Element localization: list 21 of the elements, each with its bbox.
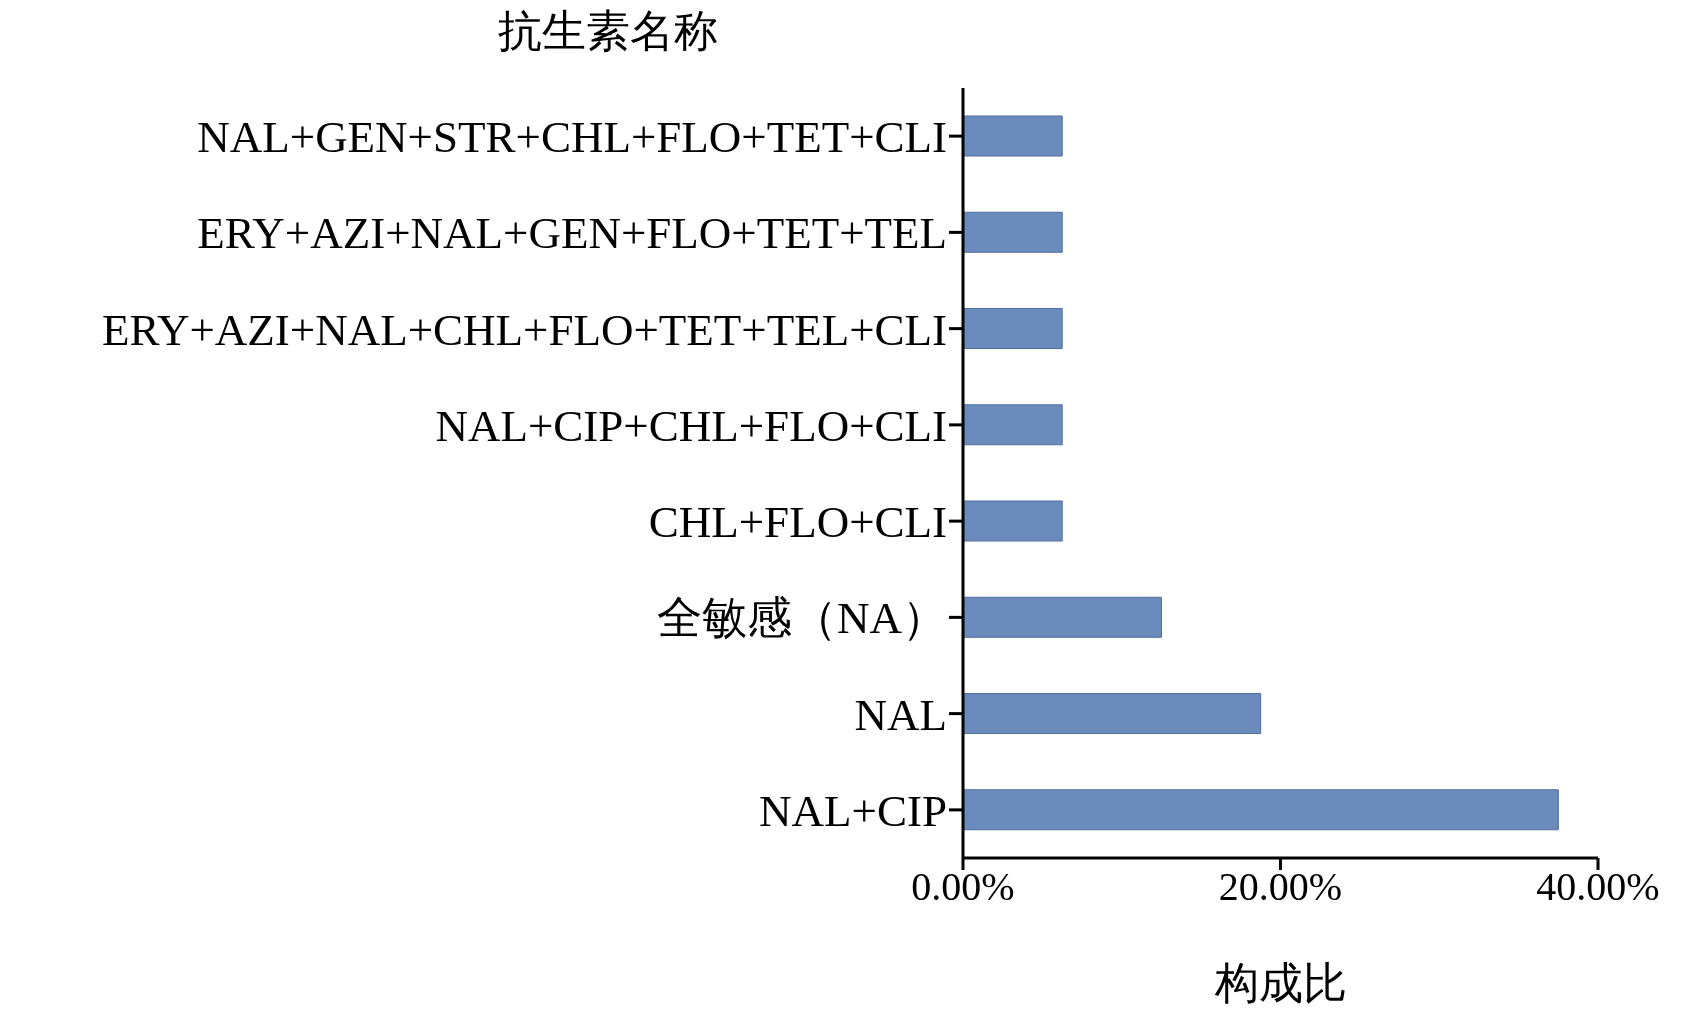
y-tick-label: NAL+CIP [759, 785, 947, 836]
x-axis-title: 构成比 [1213, 959, 1347, 1008]
bar [963, 211, 1063, 253]
y-tick-label: CHL+FLO+CLI [648, 497, 947, 548]
x-tick-label: 20.00% [1218, 864, 1343, 910]
y-axis-title: 抗生素名称 [498, 6, 718, 58]
y-tick-label: NAL+CIP+CHL+FLO+CLI [435, 400, 947, 451]
x-tick-label: 0.00% [911, 864, 1015, 910]
y-tick-label: 全敏感（NA） [657, 593, 947, 644]
y-tick-label: ERY+AZI+NAL+GEN+FLO+TET+TEL [197, 208, 947, 259]
bar [963, 115, 1063, 157]
y-tick-label: NAL+GEN+STR+CHL+FLO+TET+CLI [197, 112, 947, 163]
y-tick-label: NAL [854, 689, 947, 740]
bar [963, 596, 1162, 638]
bar [963, 789, 1559, 831]
y-tick-label: ERY+AZI+NAL+CHL+FLO+TET+TEL+CLI [101, 304, 947, 355]
bar [963, 308, 1063, 349]
x-tick-label: 40.00% [1536, 864, 1660, 910]
bar [963, 693, 1262, 734]
bar [963, 500, 1063, 542]
bar [963, 404, 1063, 446]
